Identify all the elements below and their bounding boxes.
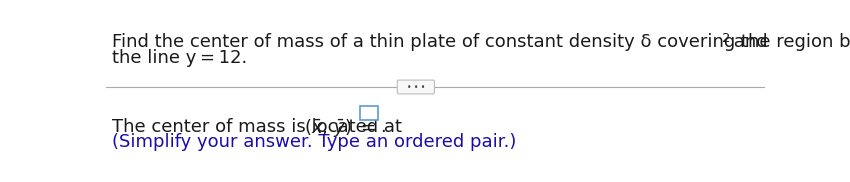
Text: The center of mass is located at: The center of mass is located at <box>112 118 408 136</box>
Text: .: . <box>380 118 386 136</box>
FancyBboxPatch shape <box>397 80 434 94</box>
Text: Find the center of mass of a thin plate of constant density δ covering the regio: Find the center of mass of a thin plate … <box>112 33 850 51</box>
Text: • • •: • • • <box>407 82 425 92</box>
Text: (Simplify your answer. Type an ordered pair.): (Simplify your answer. Type an ordered p… <box>112 133 517 151</box>
Text: and: and <box>728 33 768 51</box>
Text: 2: 2 <box>722 32 730 45</box>
Text: the line y = 12.: the line y = 12. <box>112 49 247 67</box>
Text: $(\bar{x},\, \bar{y})\ =$: $(\bar{x},\, \bar{y})\ =$ <box>304 117 376 139</box>
FancyBboxPatch shape <box>360 106 378 120</box>
